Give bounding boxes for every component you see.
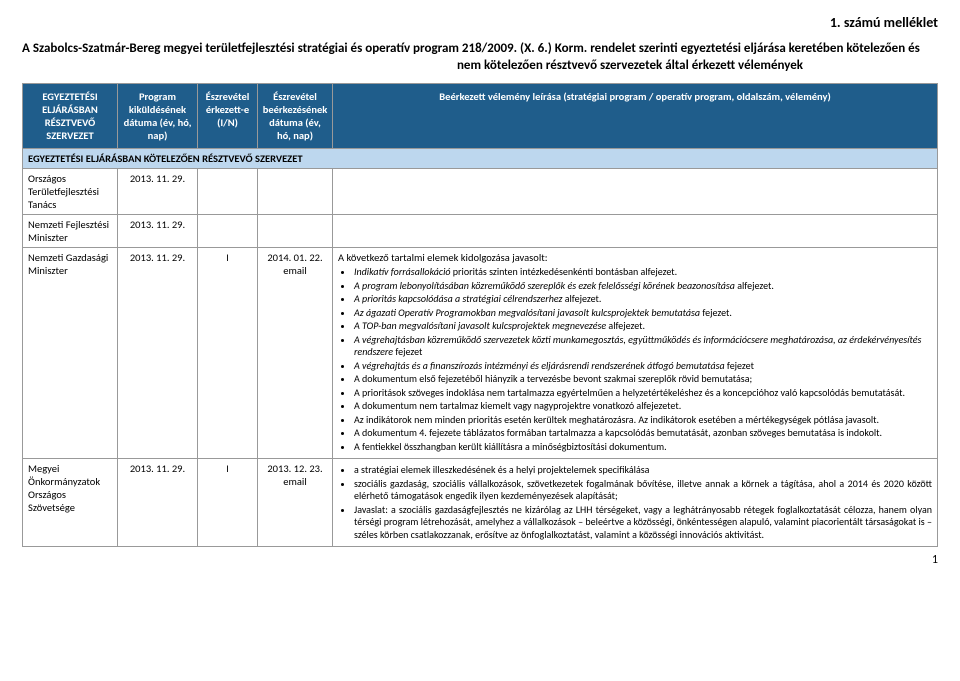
cell-received: I — [198, 248, 258, 459]
cell-opinion — [333, 215, 938, 248]
col-header-sent: Program kiküldésének dátuma (év, hó, nap… — [118, 84, 198, 149]
opinion-list-item: Javaslat: a szociális gazdaságfejlesztés… — [354, 504, 932, 542]
cell-date: 2013. 12. 23. email — [258, 459, 333, 547]
cell-received: I — [198, 459, 258, 547]
cell-org: Nemzeti Fejlesztési Miniszter — [23, 215, 118, 248]
page-subtitle: nem kötelezően résztvevő szervezetek ált… — [22, 58, 938, 73]
page-number: 1 — [22, 553, 938, 567]
cell-date — [258, 169, 333, 215]
cell-received — [198, 215, 258, 248]
cell-org: Nemzeti Gazdasági Miniszter — [23, 248, 118, 459]
cell-opinion: a stratégiai elemek illeszkedésének és a… — [333, 459, 938, 547]
opinion-list-item: A prioritás kapcsolódása a stratégiai cé… — [354, 293, 932, 306]
col-header-org: EGYEZTETÉSI ELJÁRÁSBAN RÉSZTVEVŐ SZERVEZ… — [23, 84, 118, 149]
opinion-list-item: A TOP-ban megvalósítani javasolt kulcspr… — [354, 320, 932, 333]
cell-sent: 2013. 11. 29. — [118, 248, 198, 459]
opinion-list: Indikatív forrásallokáció prioritás szin… — [354, 266, 932, 453]
opinion-list-item: A dokumentum 4. fejezete táblázatos form… — [354, 427, 932, 440]
col-header-date: Észrevétel beérkezésének dátuma (év, hó,… — [258, 84, 333, 149]
page-header-right: 1. számú melléklet — [22, 14, 938, 31]
opinion-lead: A következő tartalmi elemek kidolgozása … — [338, 251, 932, 264]
opinion-list-item: A fentiekkel összhangban került kiállítá… — [354, 441, 932, 454]
cell-org: Országos Területfejlesztési Tanács — [23, 169, 118, 215]
section-label: EGYEZTETÉSI ELJÁRÁSBAN KÖTELEZŐEN RÉSZTV… — [23, 149, 938, 169]
cell-sent: 2013. 11. 29. — [118, 215, 198, 248]
table-section-row: EGYEZTETÉSI ELJÁRÁSBAN KÖTELEZŐEN RÉSZTV… — [23, 149, 938, 169]
opinions-table: EGYEZTETÉSI ELJÁRÁSBAN RÉSZTVEVŐ SZERVEZ… — [22, 83, 938, 547]
opinion-list-item: A prioritások szöveges indoklása nem tar… — [354, 387, 932, 400]
col-header-received: Észrevétel érkezett-e (I/N) — [198, 84, 258, 149]
table-row: Nemzeti Fejlesztési Miniszter2013. 11. 2… — [23, 215, 938, 248]
cell-sent: 2013. 11. 29. — [118, 169, 198, 215]
cell-sent: 2013. 11. 29. — [118, 459, 198, 547]
table-header-row: EGYEZTETÉSI ELJÁRÁSBAN RÉSZTVEVŐ SZERVEZ… — [23, 84, 938, 149]
table-row: Megyei Önkormányzatok Országos Szövetség… — [23, 459, 938, 547]
opinion-list-item: A végrehajtásban közreműködő szervezetek… — [354, 334, 932, 359]
table-row: Nemzeti Gazdasági Miniszter2013. 11. 29.… — [23, 248, 938, 459]
cell-date — [258, 215, 333, 248]
cell-received — [198, 169, 258, 215]
opinion-list-item: Az ágazati Operatív Programokban megvaló… — [354, 307, 932, 320]
col-header-opinion: Beérkezett vélemény leírása (stratégiai … — [333, 84, 938, 149]
cell-org: Megyei Önkormányzatok Országos Szövetség… — [23, 459, 118, 547]
page-title: A Szabolcs-Szatmár-Bereg megyei területf… — [22, 41, 938, 56]
cell-opinion — [333, 169, 938, 215]
opinion-list-item: Az indikátorok nem minden prioritás eset… — [354, 414, 932, 427]
opinion-list-item: a stratégiai elemek illeszkedésének és a… — [354, 464, 932, 477]
opinion-list-item: szociális gazdaság, szociális vállalkozá… — [354, 478, 932, 503]
opinion-list-item: A program lebonyolításában közreműködő s… — [354, 280, 932, 293]
opinion-list-item: Indikatív forrásallokáció prioritás szin… — [354, 266, 932, 279]
cell-opinion: A következő tartalmi elemek kidolgozása … — [333, 248, 938, 459]
cell-date: 2014. 01. 22. email — [258, 248, 333, 459]
opinion-list-item: A dokumentum nem tartalmaz kiemelt vagy … — [354, 400, 932, 413]
table-row: Országos Területfejlesztési Tanács2013. … — [23, 169, 938, 215]
opinion-list: a stratégiai elemek illeszkedésének és a… — [354, 464, 932, 541]
opinion-list-item: A végrehajtás és a finanszírozás intézmé… — [354, 360, 932, 373]
opinion-list-item: A dokumentum első fejezetéből hiányzik a… — [354, 373, 932, 386]
